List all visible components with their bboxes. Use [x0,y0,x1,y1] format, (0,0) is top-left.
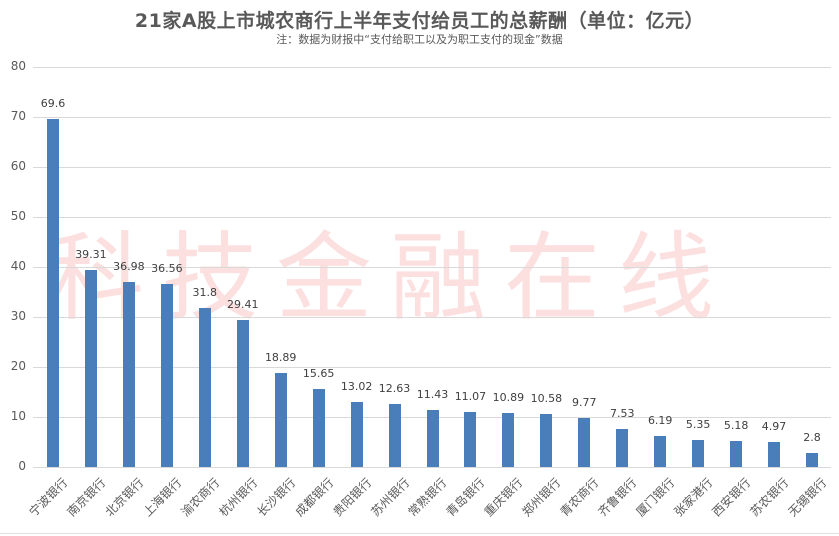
value-label: 15.65 [302,366,335,380]
value-label: 18.89 [264,350,297,364]
x-category-label: 厦门银行 [633,475,678,520]
value-label: 9.77 [572,396,597,410]
bar [692,440,705,467]
y-tick-label: 80 [10,59,26,73]
y-tick-label: 70 [10,109,26,123]
x-category-label: 南京银行 [64,475,109,520]
value-label: 10.58 [530,392,563,406]
value-label: 5.18 [723,419,749,433]
bar [47,119,59,467]
y-tick-label: 20 [10,359,26,373]
bar [160,284,173,467]
bar [768,442,781,467]
bar [426,409,439,467]
bar [806,453,818,467]
x-category-label: 无锡银行 [785,475,830,520]
x-category-label: 齐鲁银行 [595,475,640,520]
value-label: 36.98 [113,260,145,274]
x-category-label: 郑州银行 [519,475,564,520]
value-label: 7.53 [610,407,635,421]
bar [236,319,249,467]
bar [388,403,401,467]
value-label: 10.89 [492,390,525,404]
y-tick-label: 0 [18,459,26,473]
value-label: 69.6 [40,97,66,110]
value-label: 11.43 [416,387,449,401]
y-tick-label: 50 [10,209,26,223]
x-category-label: 张家港行 [671,475,716,520]
x-category-label: 青农商行 [557,475,602,520]
bar [540,414,553,467]
gridline [33,67,831,68]
x-category-label: 宁波银行 [26,475,71,520]
x-category-label: 北京银行 [102,475,147,520]
gridline [33,117,831,118]
x-category-label: 西安银行 [709,475,754,520]
x-category-label: 渝农商行 [178,475,223,520]
x-category-label: 苏州银行 [368,475,412,520]
bar [350,401,363,467]
y-tick-label: 40 [10,259,26,273]
chart-title: 21家A股上市城农商行上半年支付给员工的总薪酬（单位：亿元） [134,10,705,32]
x-category-label: 常熟银行 [405,475,450,520]
value-label: 5.35 [685,418,711,432]
x-category-label: 青岛银行 [443,475,488,520]
bar [654,436,667,467]
bar [122,282,135,467]
gridline [33,167,831,168]
value-label: 39.31 [75,248,107,262]
bar [198,308,211,467]
x-category-label: 长沙银行 [254,475,299,520]
y-tick-label: 60 [10,159,26,173]
bar [578,418,591,467]
y-tick-label: 10 [10,409,26,423]
gridline [33,267,831,268]
gridline [33,467,831,468]
value-label: 36.56 [151,262,183,276]
bar [274,372,287,467]
x-category-label: 重庆银行 [481,475,526,520]
value-label: 11.07 [454,389,487,403]
x-category-label: 成都银行 [292,475,336,520]
bar [84,270,97,467]
value-label: 2.8 [803,431,821,444]
bar [464,411,477,467]
x-category-label: 杭州银行 [216,475,261,520]
value-label: 12.63 [378,381,411,395]
x-category-label: 苏农银行 [747,475,792,520]
value-label: 4.97 [761,420,787,434]
value-label: 13.02 [340,379,373,393]
bar [312,388,325,467]
bar [502,412,515,467]
bottom-divider [0,533,839,534]
x-category-label: 贵阳银行 [330,475,374,520]
y-tick-label: 30 [10,309,26,323]
x-category-label: 上海银行 [140,475,185,520]
gridline [33,367,831,368]
bar [730,441,743,467]
gridline [33,217,831,218]
gridline [33,317,831,318]
chart-subtitle: 注：数据为财报中“支付给职工以及为职工支付的现金”数据 [276,33,563,46]
value-label: 31.8 [192,286,218,299]
value-label: 29.41 [227,297,259,311]
bar [616,429,629,467]
value-label: 6.19 [647,414,673,428]
